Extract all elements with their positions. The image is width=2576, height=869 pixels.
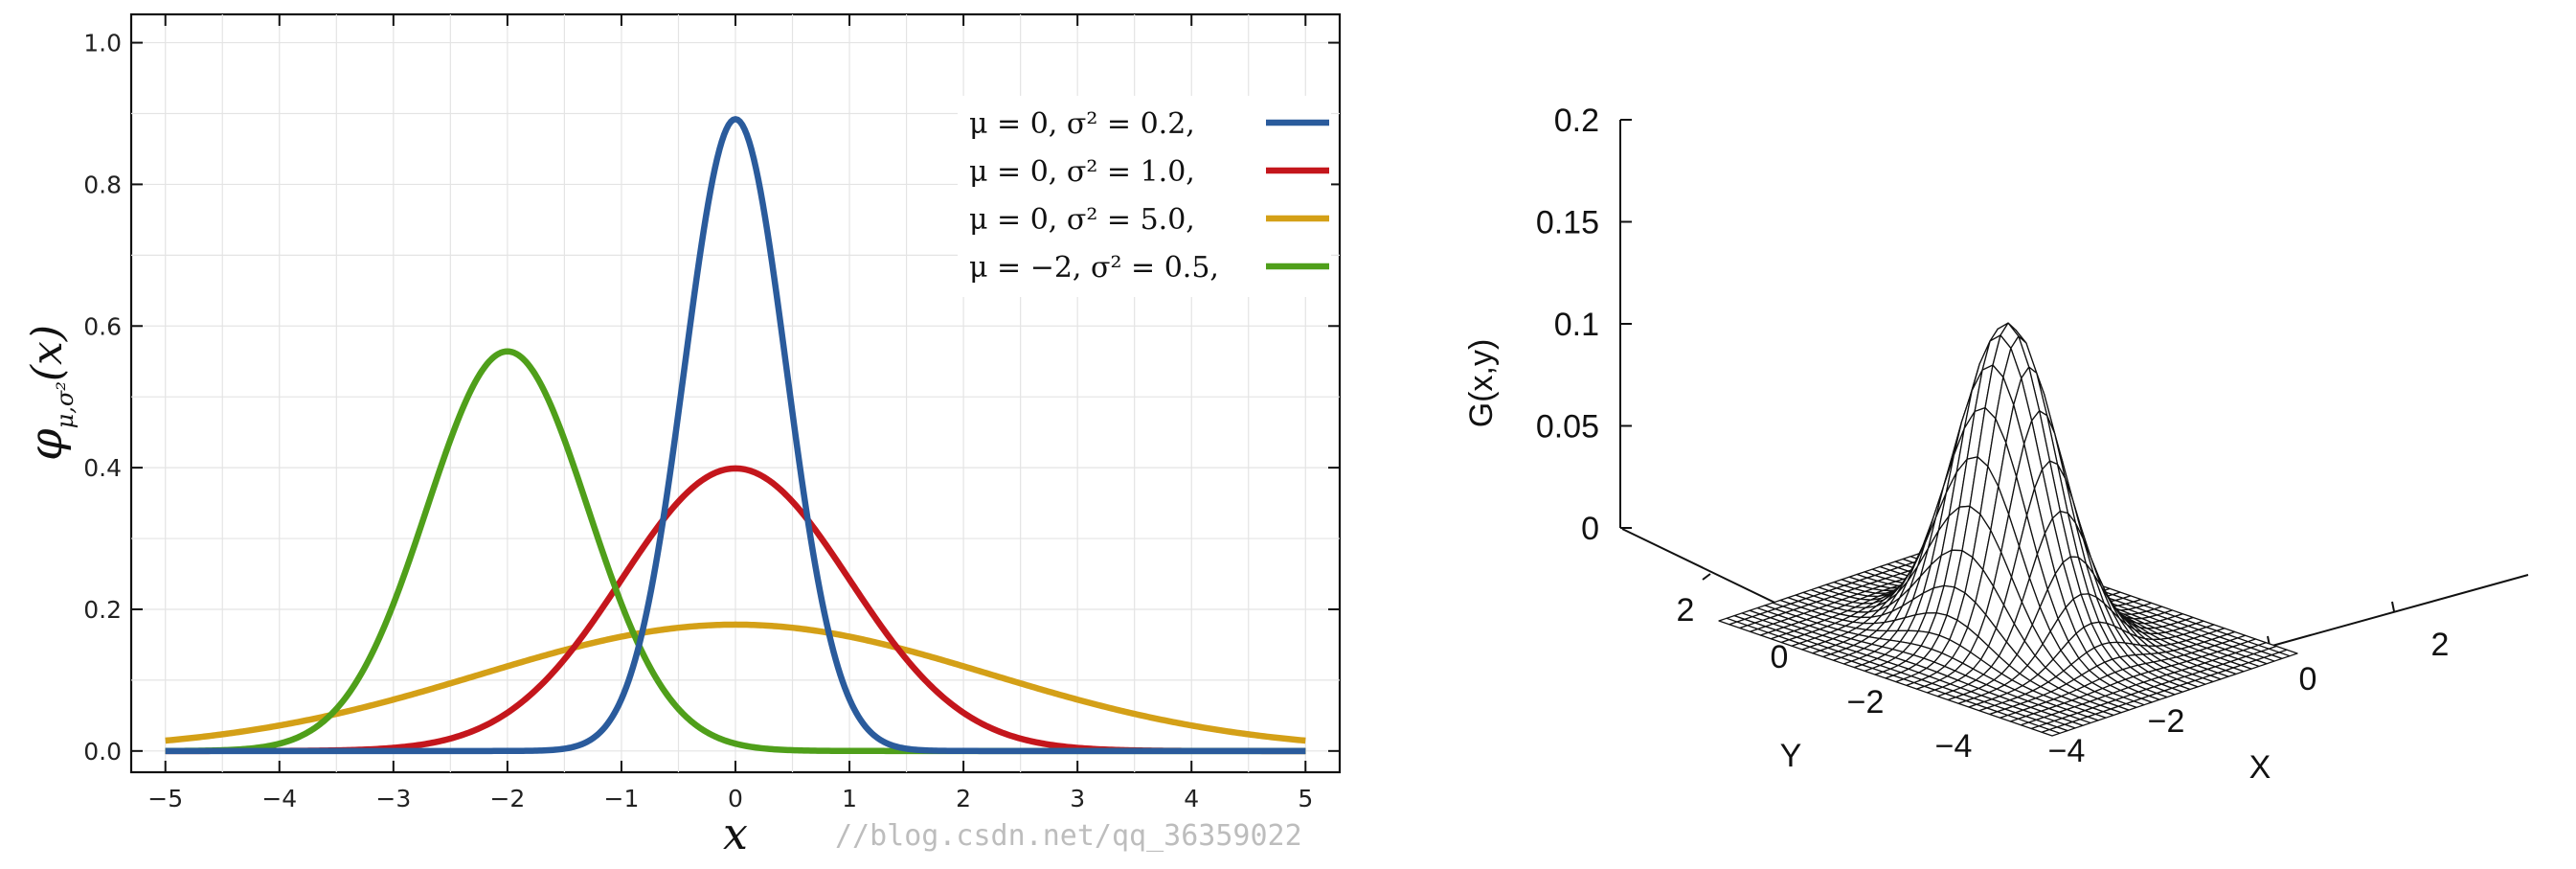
y-tick-label: 0.0 [83,738,122,766]
x-tick-label: 5 [1298,785,1313,812]
x-tick-label: 3 [1070,785,1085,812]
x-tick-label: −2 [489,785,525,812]
legend-label: μ = 0, σ² = 5.0, [969,203,1195,237]
x-tick-label: 2 [2431,627,2450,663]
legend-label: μ = 0, σ² = 1.0, [969,155,1195,189]
y-axis-arg: (x) [23,325,72,381]
x-tick-label: 2 [956,785,971,812]
x-axis-label: x [723,808,748,859]
z-tick-label: 0 [1581,511,1599,547]
x-tick-label: −4 [2048,733,2086,769]
y-axis-subscript: μ,σ² [52,381,79,428]
normal-pdf-chart: −5 −4 −3 −2 −1 0 1 2 3 4 50.00.20.40.60.81.0 μ = 0… [19,14,1340,859]
x-tick-label: 0 [2299,661,2317,697]
y-tick-label: 1.0 [83,30,122,57]
svg-text:φμ,σ²(x): φμ,σ²(x) [19,325,79,461]
y-axis-label-3d: Y [1780,738,1802,774]
surface-mesh [1719,323,2297,736]
y-tick-label: −2 [1847,684,1885,720]
legend: μ = 0, σ² = 0.2, μ = 0, σ² = 1.0, μ = 0, σ… [958,96,1331,297]
x-tick-label: −5 [147,785,183,812]
y-tick-label: 0.8 [83,171,122,198]
y-tick-label: −4 [1935,728,1973,765]
gaussian-surface-chart: 0 0.05 0.1 0.15 0.2 2 0 −2 −4 −4 −2 0 2 G(x,y) X Y [1463,103,2528,786]
y-tick-label: 2 [1677,592,1695,629]
legend-label: μ = −2, σ² = 0.5, [969,251,1219,285]
y-tick-label: 0.6 [83,312,122,340]
x-tick-label: −3 [375,785,411,812]
z-tick-label: 0.2 [1554,103,1599,139]
x-tick-label: 4 [1184,785,1199,812]
z-tick-label: 0.1 [1554,307,1599,343]
x-tick-label: −4 [261,785,297,812]
y-axis-symbol: φ [19,428,73,461]
x-tick [2392,602,2394,611]
x-tick-label: 1 [842,785,857,812]
y-tick-label: 0.4 [83,454,122,482]
y-tick [1703,574,1710,580]
y-tick-label: 0 [1771,639,1789,675]
x-tick-label: −2 [2148,703,2185,740]
y-tick-label: 0.2 [83,596,122,624]
x-axis-label-3d: X [2249,749,2271,786]
z-tick-label: 0.05 [1536,409,1599,446]
watermark: //blog.csdn.net/qq_36359022 [835,819,1302,853]
y-axis-label: φμ,σ²(x) [19,325,79,461]
z-axis-label: G(x,y) [1463,339,1500,428]
z-tick-label: 0.15 [1536,205,1599,241]
legend-label: μ = 0, σ² = 0.2, [969,107,1195,141]
x-tick-label: −1 [604,785,640,812]
